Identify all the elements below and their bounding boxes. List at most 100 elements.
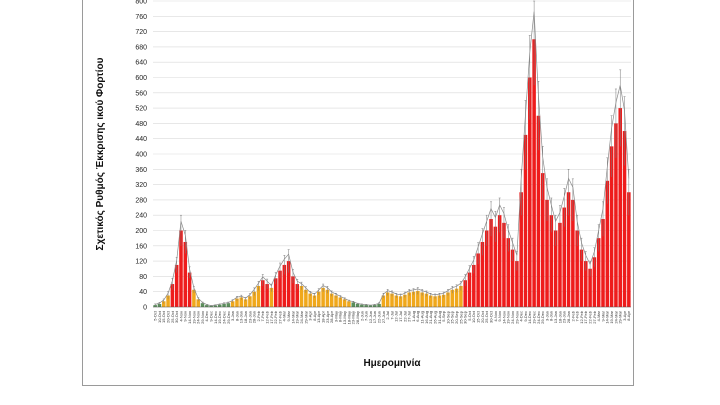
bar bbox=[373, 305, 377, 307]
bar bbox=[235, 298, 239, 307]
x-tick-label: 18-May bbox=[346, 311, 351, 324]
x-tick-label: 10-Oct bbox=[471, 310, 476, 323]
trend-line bbox=[155, 11, 630, 306]
x-tick-label: 17-Feb bbox=[269, 310, 274, 323]
x-tick-label: 24-Mar bbox=[299, 310, 304, 323]
x-tick-label: 1-Aug bbox=[411, 311, 416, 322]
x-tick-label: 9-Mar bbox=[286, 310, 291, 321]
y-tick-label: 600 bbox=[135, 75, 147, 82]
bar bbox=[549, 215, 554, 307]
x-tick-label: 28-Apr bbox=[329, 310, 334, 323]
x-tick-label: 14-Mar bbox=[605, 310, 610, 323]
bar bbox=[618, 108, 622, 307]
x-tick-label: 17-Jun bbox=[372, 311, 377, 323]
x-tick-label: 14-Dec bbox=[213, 311, 218, 324]
x-tick-label: 30-Oct bbox=[174, 310, 179, 323]
x-tick-label: 3-Jan bbox=[544, 311, 549, 321]
bar bbox=[273, 278, 278, 307]
x-tick-label: 7-Feb bbox=[260, 310, 265, 321]
x-tick-label: 24-Nov bbox=[196, 311, 201, 324]
x-tick-label: 3-Apr bbox=[622, 310, 627, 320]
bar bbox=[351, 302, 356, 307]
y-tick-label: 360 bbox=[135, 167, 147, 174]
x-tick-label: 12-Feb bbox=[579, 310, 584, 323]
y-tick-label: 320 bbox=[135, 182, 147, 189]
bar bbox=[463, 280, 467, 307]
bar bbox=[489, 219, 493, 307]
x-tick-label: 4-Mar bbox=[596, 310, 601, 321]
bar bbox=[304, 289, 308, 307]
bar bbox=[174, 264, 179, 307]
x-tick-label: 18-Jan bbox=[243, 311, 248, 323]
x-tick-label: 5-Oct bbox=[153, 310, 158, 321]
bar bbox=[183, 241, 188, 307]
bar bbox=[286, 261, 291, 307]
x-tick-label: 20-Oct bbox=[480, 310, 485, 323]
x-tick-label: 4-Nov bbox=[493, 311, 498, 322]
x-tick-label: 19-Mar bbox=[295, 310, 300, 323]
x-tick-label: 20-Oct bbox=[165, 310, 170, 323]
bar bbox=[321, 287, 325, 307]
chart-frame: 0 40 80 120 160 200 240 280 320 360 400 440 480 520 56… bbox=[82, 0, 634, 386]
x-tick-label: 9-Nov bbox=[497, 311, 502, 322]
y-tick-label: 640 bbox=[135, 60, 147, 67]
x-tick-label: 4-Nov bbox=[178, 311, 183, 322]
bar bbox=[588, 268, 592, 307]
x-tick-label: 9-Dec bbox=[209, 311, 214, 322]
bar bbox=[480, 241, 485, 307]
bar bbox=[252, 291, 256, 307]
x-tick-label: 6-Aug bbox=[415, 311, 420, 322]
y-tick-label: 280 bbox=[135, 197, 147, 204]
bar bbox=[403, 294, 407, 307]
bar bbox=[205, 305, 209, 307]
bar bbox=[536, 115, 541, 307]
x-tick-label: 22-Feb bbox=[587, 310, 592, 323]
x-tick-label: 27-Feb bbox=[592, 310, 597, 323]
bar bbox=[562, 207, 567, 307]
bar bbox=[450, 289, 455, 307]
x-tick-label: 29-Nov bbox=[514, 311, 519, 324]
bar bbox=[209, 305, 213, 307]
x-tick-label: 23-Apr bbox=[325, 310, 330, 323]
y-axis-title: Σχετικός Ρυθμός Έκκρισης ικού Φορτίου bbox=[95, 57, 106, 250]
bar bbox=[226, 303, 231, 307]
bar bbox=[269, 287, 274, 307]
y-tick-label: 440 bbox=[135, 136, 147, 143]
bar bbox=[360, 304, 364, 307]
bar bbox=[355, 303, 360, 307]
x-tick-label: 12-Jul bbox=[394, 311, 399, 322]
x-tick-label: 22-Jun bbox=[376, 311, 381, 323]
x-tick-label: 15-Oct bbox=[161, 310, 166, 323]
x-tick-label: 10-Oct bbox=[157, 310, 162, 323]
x-tick-label: 3-Apr bbox=[308, 310, 313, 320]
bar bbox=[200, 303, 205, 307]
bar bbox=[428, 295, 433, 307]
bars bbox=[153, 39, 631, 308]
bar bbox=[170, 284, 175, 307]
bar bbox=[217, 304, 222, 307]
x-tick-label: 2-Feb bbox=[256, 310, 261, 321]
bar bbox=[454, 288, 459, 307]
x-tick-label: 25-Sep bbox=[458, 310, 463, 324]
x-axis-title: Ημερομηνία bbox=[363, 358, 421, 369]
bar bbox=[528, 77, 532, 307]
bar bbox=[441, 294, 446, 307]
x-tick-label: 28-Jan bbox=[566, 311, 571, 323]
bar bbox=[166, 295, 170, 307]
x-tick-label: 19-Dec bbox=[532, 311, 537, 324]
bar bbox=[338, 297, 343, 307]
bar bbox=[558, 222, 562, 307]
bar bbox=[334, 295, 338, 307]
bar bbox=[407, 292, 411, 307]
bar bbox=[420, 292, 424, 307]
bar bbox=[317, 291, 321, 307]
x-tick-label: 30-Sep bbox=[463, 310, 468, 324]
x-tick-label: 13-May bbox=[342, 311, 347, 324]
x-tick-label: 25-Oct bbox=[170, 310, 175, 323]
x-tick-label: 25-Oct bbox=[484, 310, 489, 323]
x-tick-label: 7-Feb bbox=[575, 310, 580, 321]
bar bbox=[329, 293, 334, 307]
bar bbox=[256, 285, 261, 307]
x-tick-label: 10-Sep bbox=[445, 310, 450, 324]
x-tick-label: 27-Jun bbox=[381, 311, 386, 323]
